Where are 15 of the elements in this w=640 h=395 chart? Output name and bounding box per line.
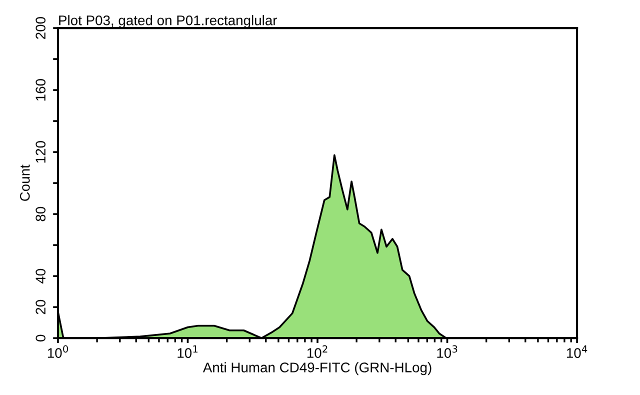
x-tick-label: 10$^{0}$ [48, 345, 68, 358]
y-tick-label: 40 [36, 268, 46, 284]
y-axis-title: Count [20, 164, 30, 201]
y-tick-label: 200 [36, 17, 46, 39]
y-tick-label: 80 [36, 206, 46, 222]
x-tick-label: 10$^{3}$ [437, 345, 458, 358]
chart-title: Plot P03, gated on P01.rectanglular [59, 15, 278, 28]
y-tick-label: 160 [36, 79, 46, 101]
x-tick-label: 10$^{1}$ [178, 345, 198, 358]
x-axis-title: Anti Human CD49-FITC (GRN-HLog) [202, 362, 432, 376]
x-tick-label: 10$^{2}$ [307, 345, 328, 358]
y-tick-label: 0 [36, 334, 46, 342]
y-tick-label: 20 [36, 300, 46, 314]
y-tick-label: 120 [36, 141, 46, 163]
x-tick-label: 10$^{4}$ [566, 345, 588, 358]
